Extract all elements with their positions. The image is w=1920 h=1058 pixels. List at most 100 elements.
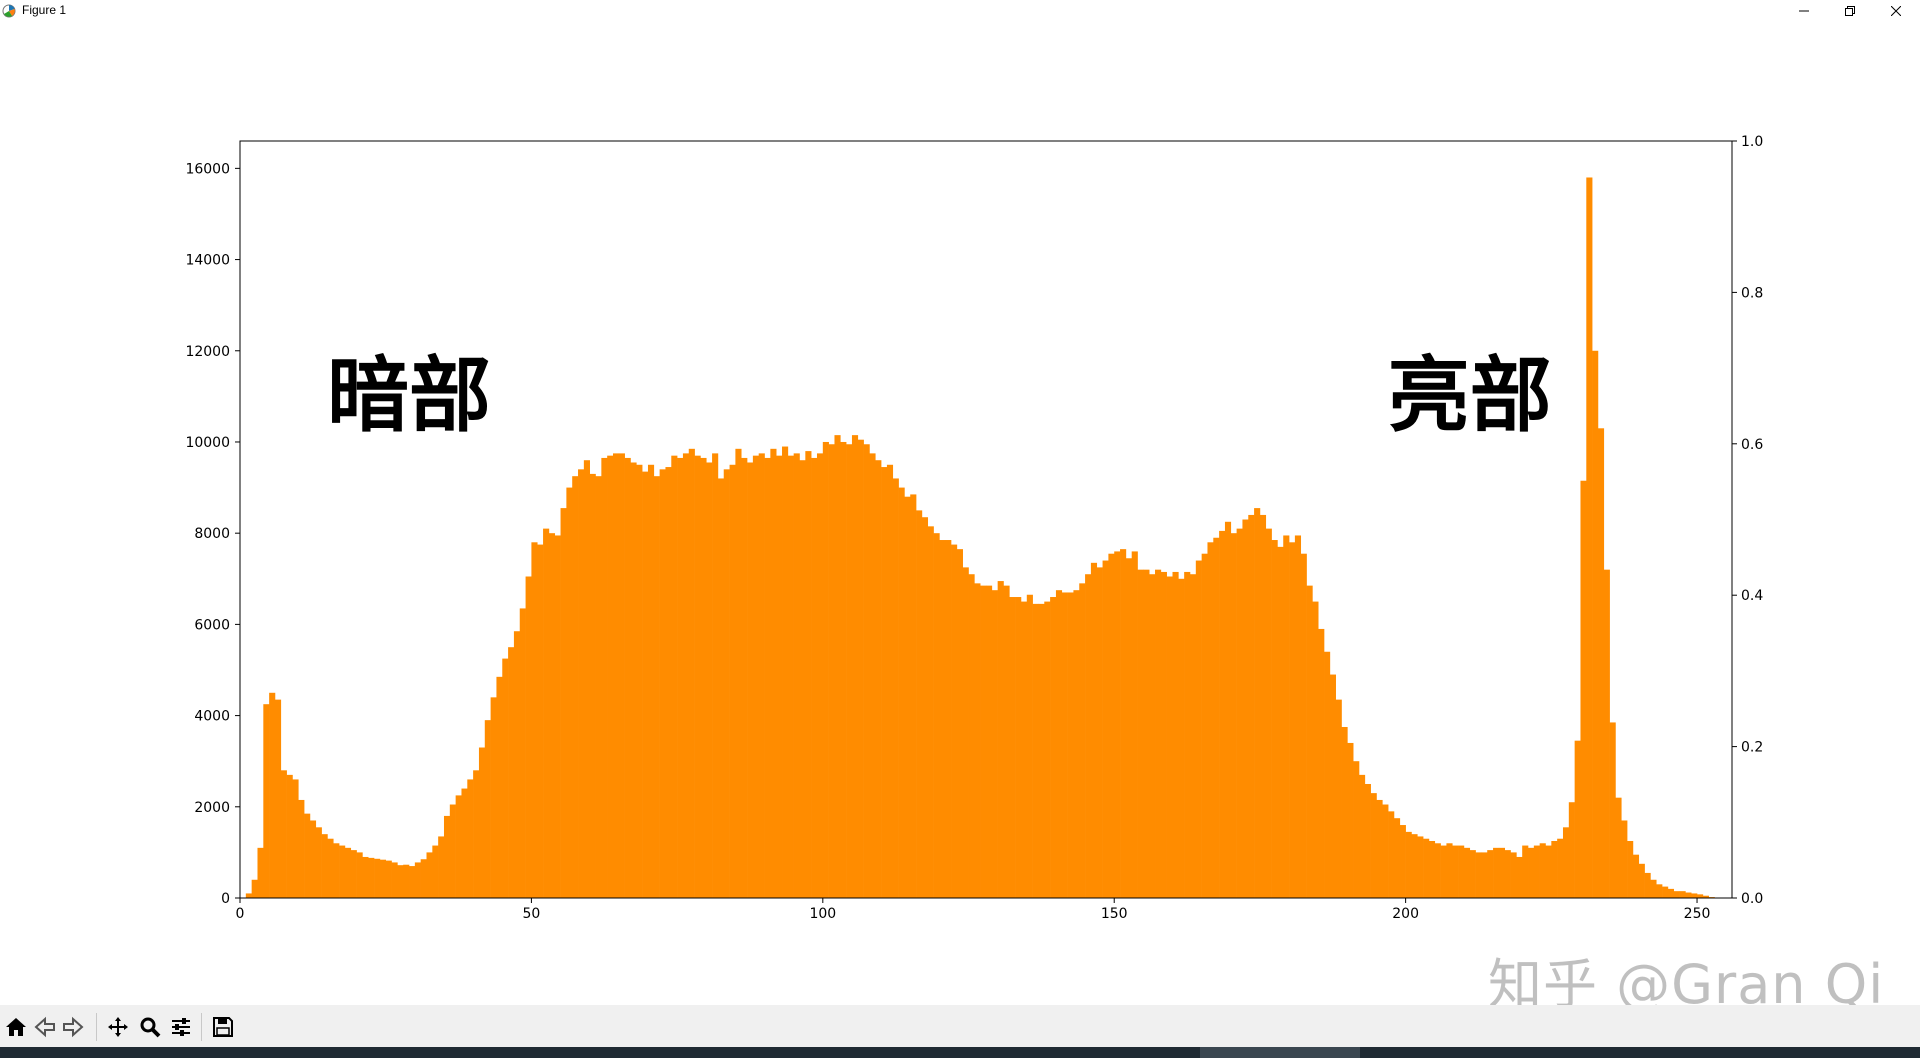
histogram-bar [286,774,293,898]
taskbar-item[interactable] [1200,1047,1360,1058]
histogram-bar [1038,603,1045,898]
histogram-bar [403,864,410,898]
histogram-bar [543,528,550,898]
histogram-bar [1120,549,1127,898]
histogram-bar [1446,843,1453,898]
histogram-bar [1090,562,1098,898]
restore-button[interactable] [1827,0,1873,22]
histogram-bar [1207,542,1214,898]
close-icon [1891,6,1901,16]
histogram-bar [1265,528,1272,898]
histogram-bar [1306,585,1313,898]
zoom-button[interactable] [137,1014,163,1040]
histogram-bar [962,567,969,898]
histogram-bar [747,462,754,898]
histogram-bar [991,590,998,898]
histogram-bar [1487,850,1494,898]
histogram-bar [1312,601,1319,898]
histogram-bar [875,460,882,898]
histogram-bar [368,857,375,898]
pan-button[interactable] [105,1014,131,1040]
histogram-bar [1545,845,1552,898]
histogram-bar [1586,177,1593,898]
histogram-bar [391,862,398,898]
histogram-bar [263,704,270,898]
histogram-bar [618,453,625,898]
histogram-bar [1248,514,1255,898]
histogram-bar [828,444,835,898]
histogram-bar [1335,699,1342,898]
histogram-bar [1055,590,1063,898]
histogram-bar [1283,535,1290,898]
navigation-toolbar [0,1005,1920,1047]
histogram-bar [624,457,631,898]
back-icon [34,1016,55,1038]
histogram-bar [723,469,730,898]
histogram-bar [379,859,387,898]
histogram-bar [776,455,783,898]
histogram-bar [1679,891,1686,898]
figure-canvas[interactable]: 0 50 100 150 200 250 0 2000 4000 6000 8000 10000 12… [0,22,1920,1005]
histogram-bar [1236,528,1243,898]
y2-tick-label: 1.0 [1741,134,1763,150]
histogram-bar [1079,583,1086,898]
histogram-bar [548,533,556,898]
histogram-bar [945,540,952,898]
histogram-bar [1493,847,1500,898]
x-tick-label: 150 [1101,906,1128,922]
close-button[interactable] [1873,0,1919,22]
histogram-bar [1609,722,1616,898]
histogram-bar [1015,597,1022,898]
histogram-bar [1498,847,1506,898]
histogram-bar [1359,774,1366,898]
histogram-bar [502,658,509,898]
histogram-bar [269,692,276,898]
histogram-bar [1061,592,1068,898]
histogram-bar [333,843,340,898]
x-tick-label: 200 [1392,906,1419,922]
histogram-bar [537,544,544,898]
save-button[interactable] [210,1014,236,1040]
histogram-bar [257,847,264,898]
histogram-bar [811,457,818,898]
histogram-bar [490,697,497,898]
window-title: Figure 1 [22,3,67,17]
histogram-bar [951,544,958,898]
histogram-bar [694,455,701,898]
histogram-bar [1329,674,1336,898]
histogram-bar [1364,783,1371,898]
histogram-bar [1603,569,1610,898]
histogram-bar [1096,567,1103,898]
histogram-bar [1026,594,1033,898]
histogram-bar [601,457,608,898]
configure-subplots-button[interactable] [168,1014,194,1040]
minimize-button[interactable] [1781,0,1827,22]
histogram-bar [700,457,707,898]
title-bar: Figure 1 [0,0,1920,22]
histogram-bar [1621,820,1628,898]
histogram-bar [881,467,888,898]
histogram-bar [1481,852,1488,898]
forward-button[interactable] [60,1014,86,1040]
histogram-bar [1662,886,1669,898]
histogram-bar [1044,601,1051,898]
histogram-bar [758,453,765,898]
histogram-bar [1475,852,1482,898]
x-tick-label: 50 [522,906,540,922]
histogram-bar [636,464,643,898]
histogram-bar [1516,856,1523,898]
histogram-bar [613,453,620,898]
histogram-bar [1463,847,1471,898]
histogram-bar [1667,888,1675,898]
histogram-bar [321,834,328,898]
histogram-bar [554,535,561,898]
histogram-bar [409,866,416,898]
home-button[interactable] [3,1014,29,1040]
histogram-bar [519,608,526,898]
back-button[interactable] [32,1014,58,1040]
histogram-bar [1178,578,1185,898]
histogram-bar [840,441,847,898]
histogram-bar [851,435,859,898]
os-taskbar [0,1047,1920,1058]
histogram-bar [822,441,829,898]
